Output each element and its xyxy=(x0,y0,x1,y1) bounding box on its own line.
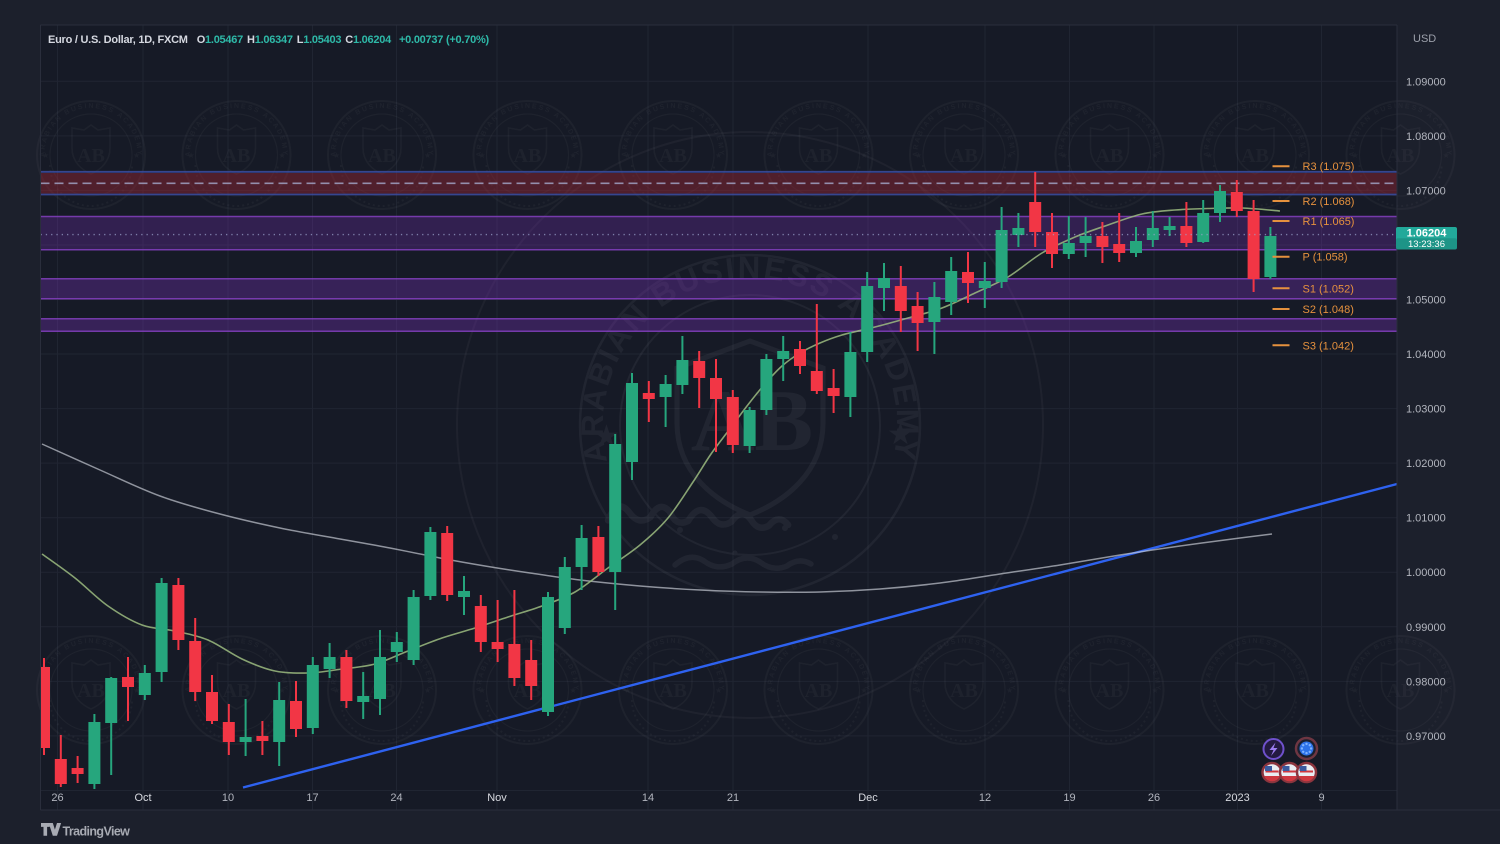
svg-text:USD: USD xyxy=(1413,33,1436,45)
svg-text:1.06204: 1.06204 xyxy=(1407,228,1448,240)
svg-text:17: 17 xyxy=(306,792,318,804)
svg-text:1.05000: 1.05000 xyxy=(1406,295,1446,307)
svg-text:1.04000: 1.04000 xyxy=(1406,349,1446,361)
svg-text:1.01000: 1.01000 xyxy=(1406,513,1446,525)
svg-text:Oct: Oct xyxy=(134,792,151,804)
svg-text:R2 (1.068): R2 (1.068) xyxy=(1303,196,1355,208)
svg-text:S3 (1.042): S3 (1.042) xyxy=(1303,340,1354,352)
svg-text:1.00000: 1.00000 xyxy=(1406,567,1446,579)
svg-text:P (1.058): P (1.058) xyxy=(1303,252,1348,264)
svg-text:1.09000: 1.09000 xyxy=(1406,76,1446,88)
svg-text:R1 (1.065): R1 (1.065) xyxy=(1303,216,1355,228)
svg-text:1.03000: 1.03000 xyxy=(1406,404,1446,416)
svg-text:R3 (1.075): R3 (1.075) xyxy=(1303,161,1355,173)
svg-text:19: 19 xyxy=(1063,792,1075,804)
svg-text:12: 12 xyxy=(979,792,991,804)
svg-text:Dec: Dec xyxy=(858,792,878,804)
svg-text:Nov: Nov xyxy=(487,792,507,804)
svg-text:S1 (1.052): S1 (1.052) xyxy=(1303,283,1354,295)
svg-text:21: 21 xyxy=(727,792,739,804)
svg-text:26: 26 xyxy=(1148,792,1160,804)
svg-text:1.07000: 1.07000 xyxy=(1406,185,1446,197)
svg-text:26: 26 xyxy=(51,792,63,804)
svg-text:1.02000: 1.02000 xyxy=(1406,458,1446,470)
svg-text:14: 14 xyxy=(642,792,654,804)
svg-text:10: 10 xyxy=(222,792,234,804)
svg-text:TradingView: TradingView xyxy=(63,825,131,839)
svg-text:24: 24 xyxy=(390,792,402,804)
svg-text:S2 (1.048): S2 (1.048) xyxy=(1303,304,1354,316)
svg-text:9: 9 xyxy=(1318,792,1324,804)
svg-text:0.98000: 0.98000 xyxy=(1406,676,1446,688)
svg-text:1.08000: 1.08000 xyxy=(1406,131,1446,143)
svg-text:0.97000: 0.97000 xyxy=(1406,731,1446,743)
svg-text:0.99000: 0.99000 xyxy=(1406,622,1446,634)
svg-text:13:23:36: 13:23:36 xyxy=(1408,239,1445,250)
svg-text:★: ★ xyxy=(887,418,914,451)
svg-text:2023: 2023 xyxy=(1225,792,1249,804)
